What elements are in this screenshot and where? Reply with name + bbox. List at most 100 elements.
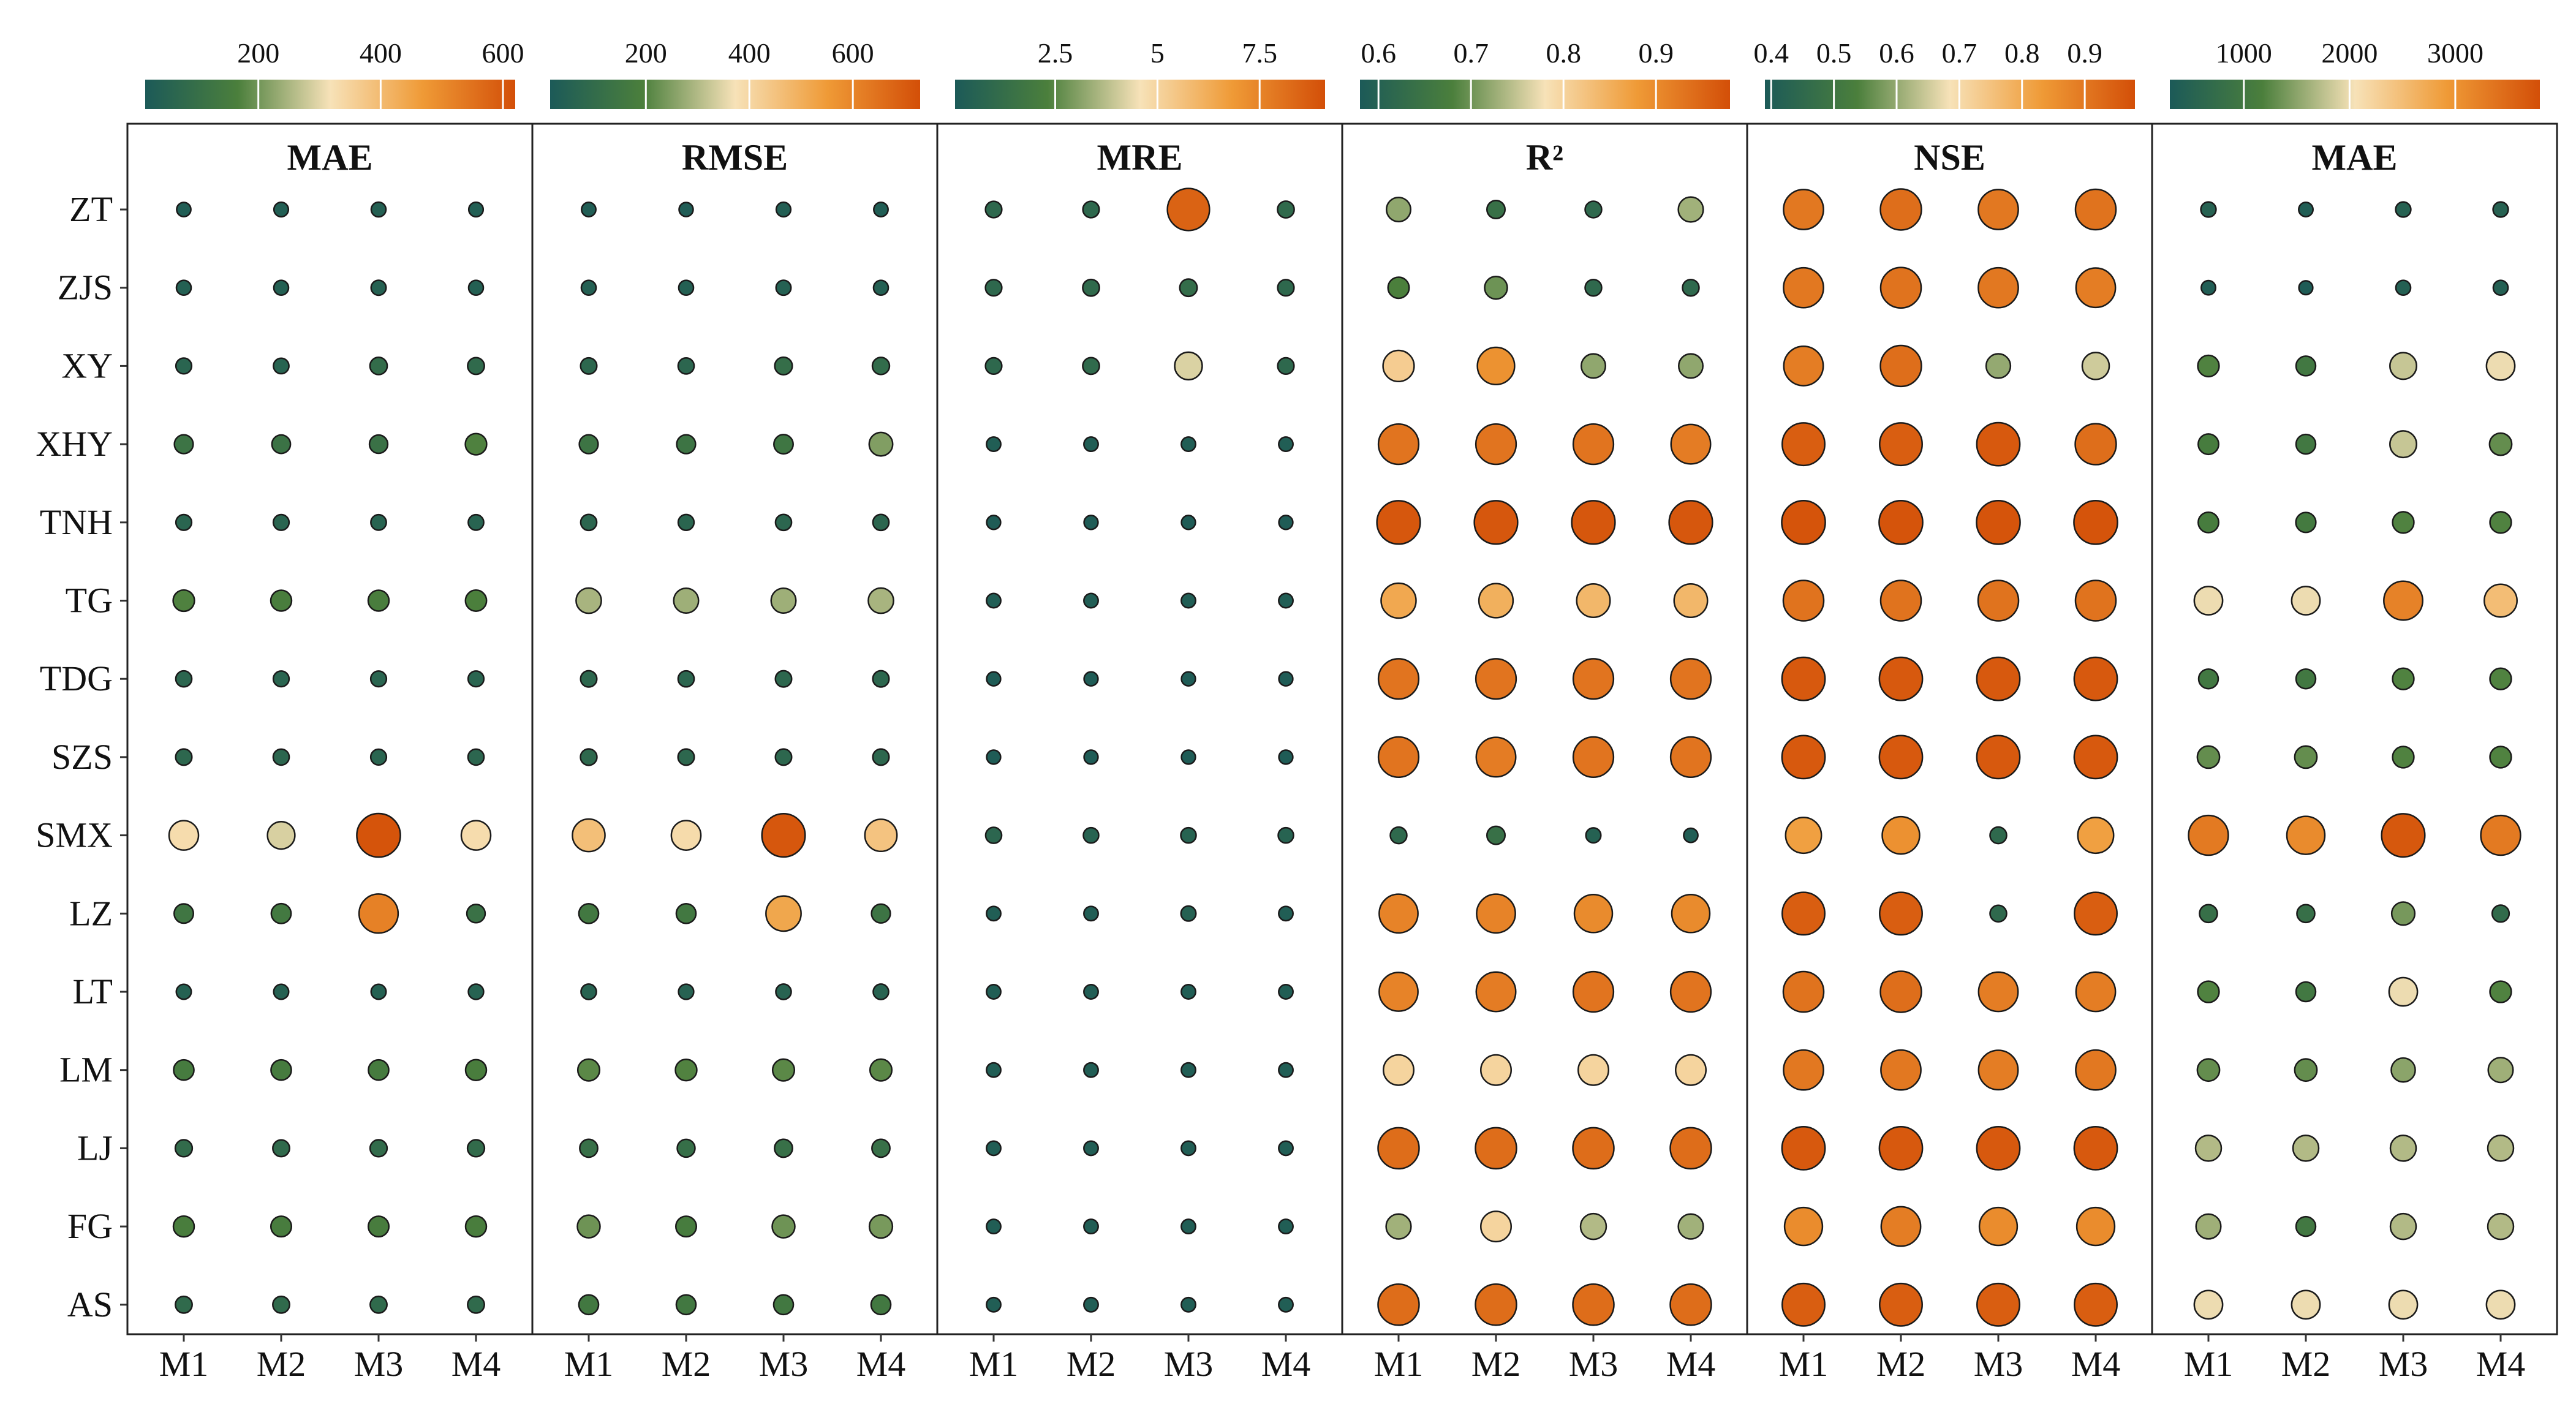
bubble-TG-M3: 0.91 <box>1977 580 2020 622</box>
bubble-ZT-M3: 40 <box>775 201 792 218</box>
colorbar <box>955 80 1325 109</box>
bubble-LZ-M4: 110 <box>466 904 486 924</box>
bubble-LM-M4: 160 <box>464 1059 488 1081</box>
bubble-SMX-M2: 0.6 <box>1082 826 1100 844</box>
column-label: M4 <box>1666 1344 1716 1384</box>
bubble-LM-M1: 0.3 <box>986 1062 1002 1078</box>
bubble-XHY-M1: 120 <box>173 434 194 455</box>
bubble-LJ-M1: 0.94 <box>1377 1127 1420 1170</box>
column-label: M3 <box>759 1344 809 1384</box>
bubble-LT-M3: 0.93 <box>1572 970 1615 1013</box>
panel-title: MAE <box>287 137 373 178</box>
column-label: M3 <box>1164 1344 1214 1384</box>
bubble-AS-M2: 80 <box>272 1295 290 1314</box>
bubble-TNH-M4: 0.97 <box>2073 499 2118 545</box>
bubble-ZT-M2: 400 <box>2298 202 2314 217</box>
bubble-LJ-M1: 0.3 <box>986 1140 1002 1157</box>
bubble-LJ-M4: 0.94 <box>1669 1127 1712 1170</box>
bubble-LJ-M3: 1700 <box>2389 1135 2417 1162</box>
bubble-XY-M2: 1 <box>1082 357 1100 376</box>
bubble-SZS-M4: 80 <box>872 748 890 766</box>
bubble-AS-M1: 80 <box>175 1295 193 1314</box>
bubble-LM-M3: 0.8 <box>1577 1054 1609 1086</box>
bubble-ZT-M4: 35 <box>467 201 485 218</box>
colorbar <box>1360 80 1730 109</box>
bubble-TNH-M3: 0.2 <box>1180 515 1196 531</box>
bubble-ZJS-M3: 45 <box>370 279 387 296</box>
bubble-XHY-M2: 1000 <box>2295 433 2317 455</box>
bubble-LZ-M3: 0.9 <box>1573 894 1614 934</box>
bubble-XHY-M2: 0.3 <box>1083 436 1099 453</box>
panel-title: R² <box>1526 137 1563 178</box>
bubble-ZJS-M3: 50 <box>775 279 792 296</box>
bubble-ZT-M3: 500 <box>2395 201 2412 218</box>
bubble-SMX-M3: 710 <box>761 813 806 858</box>
bubble-TG-M2: 280 <box>673 587 700 614</box>
bubble-LZ-M3: 520 <box>765 895 802 932</box>
panel-frame <box>2151 123 2558 1335</box>
bubble-XHY-M3: 0.93 <box>1572 423 1615 466</box>
column-label: M2 <box>662 1344 711 1384</box>
bubble-TNH-M1: 0.97 <box>1376 500 1421 545</box>
bubble-XY-M3: 0.6 <box>1985 353 2012 379</box>
bubble-LT-M3: 60 <box>775 983 792 1000</box>
bubble-LT-M1: 60 <box>580 983 597 1000</box>
column-label: M1 <box>969 1344 1019 1384</box>
bubble-LT-M2: 45 <box>273 983 290 1000</box>
bubble-ZT-M1: 0.9 <box>984 200 1003 219</box>
column-label: M4 <box>451 1344 501 1384</box>
bubble-ZJS-M3: 1.2 <box>1179 278 1198 298</box>
bubble-XHY-M2: 0.93 <box>1475 423 1517 466</box>
bubble-LJ-M4: 1700 <box>2487 1135 2515 1162</box>
bubble-LJ-M1: 85 <box>174 1139 194 1158</box>
bubble-ZJS-M3: 450 <box>2395 279 2412 296</box>
bubble-XY-M2: 0.89 <box>1476 346 1516 386</box>
bubble-TNH-M1: 1100 <box>2197 511 2219 534</box>
row-label: AS <box>67 1285 113 1324</box>
bubble-ZT-M4: 0.91 <box>2074 188 2117 231</box>
bubble-TG-M4: 290 <box>867 587 894 614</box>
column-label: M2 <box>1876 1344 1926 1384</box>
bubble-LT-M4: 0.3 <box>1278 984 1294 1000</box>
bubble-LJ-M3: 0.94 <box>1572 1127 1615 1170</box>
panel-title: MRE <box>1097 137 1183 178</box>
bubble-AS-M4: 2000 <box>2485 1290 2516 1320</box>
bubble-SMX-M1: 0.62 <box>1389 826 1408 845</box>
bubble-SZS-M2: 80 <box>677 748 695 766</box>
bubble-ZT-M4: 0.73 <box>1677 196 1704 223</box>
bubble-FG-M3: 0.86 <box>1978 1206 2019 1247</box>
bubble-LM-M4: 0.8 <box>1675 1054 1707 1086</box>
bubble-ZT-M1: 0.9 <box>1783 189 1824 230</box>
row-label: LZ <box>69 893 113 933</box>
bubble-LJ-M2: 0.3 <box>1083 1140 1099 1157</box>
bubble-AS-M4: 0.94 <box>1669 1283 1712 1326</box>
bubble-LJ-M1: 120 <box>579 1138 599 1158</box>
bubble-TNH-M2: 70 <box>677 513 695 531</box>
row-label: TG <box>66 581 113 621</box>
bubble-ZT-M3: 0.9 <box>1977 189 2019 230</box>
bubble-SZS-M2: 0.96 <box>1878 734 1924 780</box>
bubble-XY-M4: 2000 <box>2485 351 2516 381</box>
bubble-LM-M2: 0.8 <box>1480 1054 1512 1086</box>
bubble-FG-M4: 160 <box>464 1215 488 1238</box>
bubble-LT-M2: 0.3 <box>1083 984 1099 1000</box>
bubble-ZJS-M2: 350 <box>2298 280 2314 296</box>
bubble-ZJS-M2: 1 <box>1082 278 1100 297</box>
bubble-LJ-M2: 1700 <box>2292 1135 2320 1162</box>
bubble-LZ-M1: 0.3 <box>986 905 1002 922</box>
bubble-TDG-M1: 0.96 <box>1781 656 1826 701</box>
bubble-ZJS-M4: 45 <box>872 279 890 296</box>
bubble-XHY-M4: 0.92 <box>1670 423 1712 465</box>
bubble-ZJS-M1: 400 <box>2200 279 2216 296</box>
bubble-LT-M2: 1000 <box>2295 981 2317 1003</box>
bubble-TG-M3: 280 <box>770 587 797 614</box>
colorbar-tick-label: 0.8 <box>2004 37 2040 69</box>
bubble-ZJS-M2: 0.7 <box>1484 275 1508 300</box>
bubble-TNH-M3: 1200 <box>2392 511 2415 534</box>
bubble-SMX-M3: 3700 <box>2381 813 2426 858</box>
bubble-SZS-M3: 80 <box>774 748 793 766</box>
bubble-AS-M1: 160 <box>578 1294 600 1316</box>
panel-1: RMSE 200 400 600 M1 M2 M3 M4 35 30 40 35 45 45 50 45 80 7… <box>531 37 939 1384</box>
bubble-XHY-M1: 1100 <box>2197 433 2219 456</box>
bubble-TDG-M2: 0.93 <box>1475 658 1517 700</box>
